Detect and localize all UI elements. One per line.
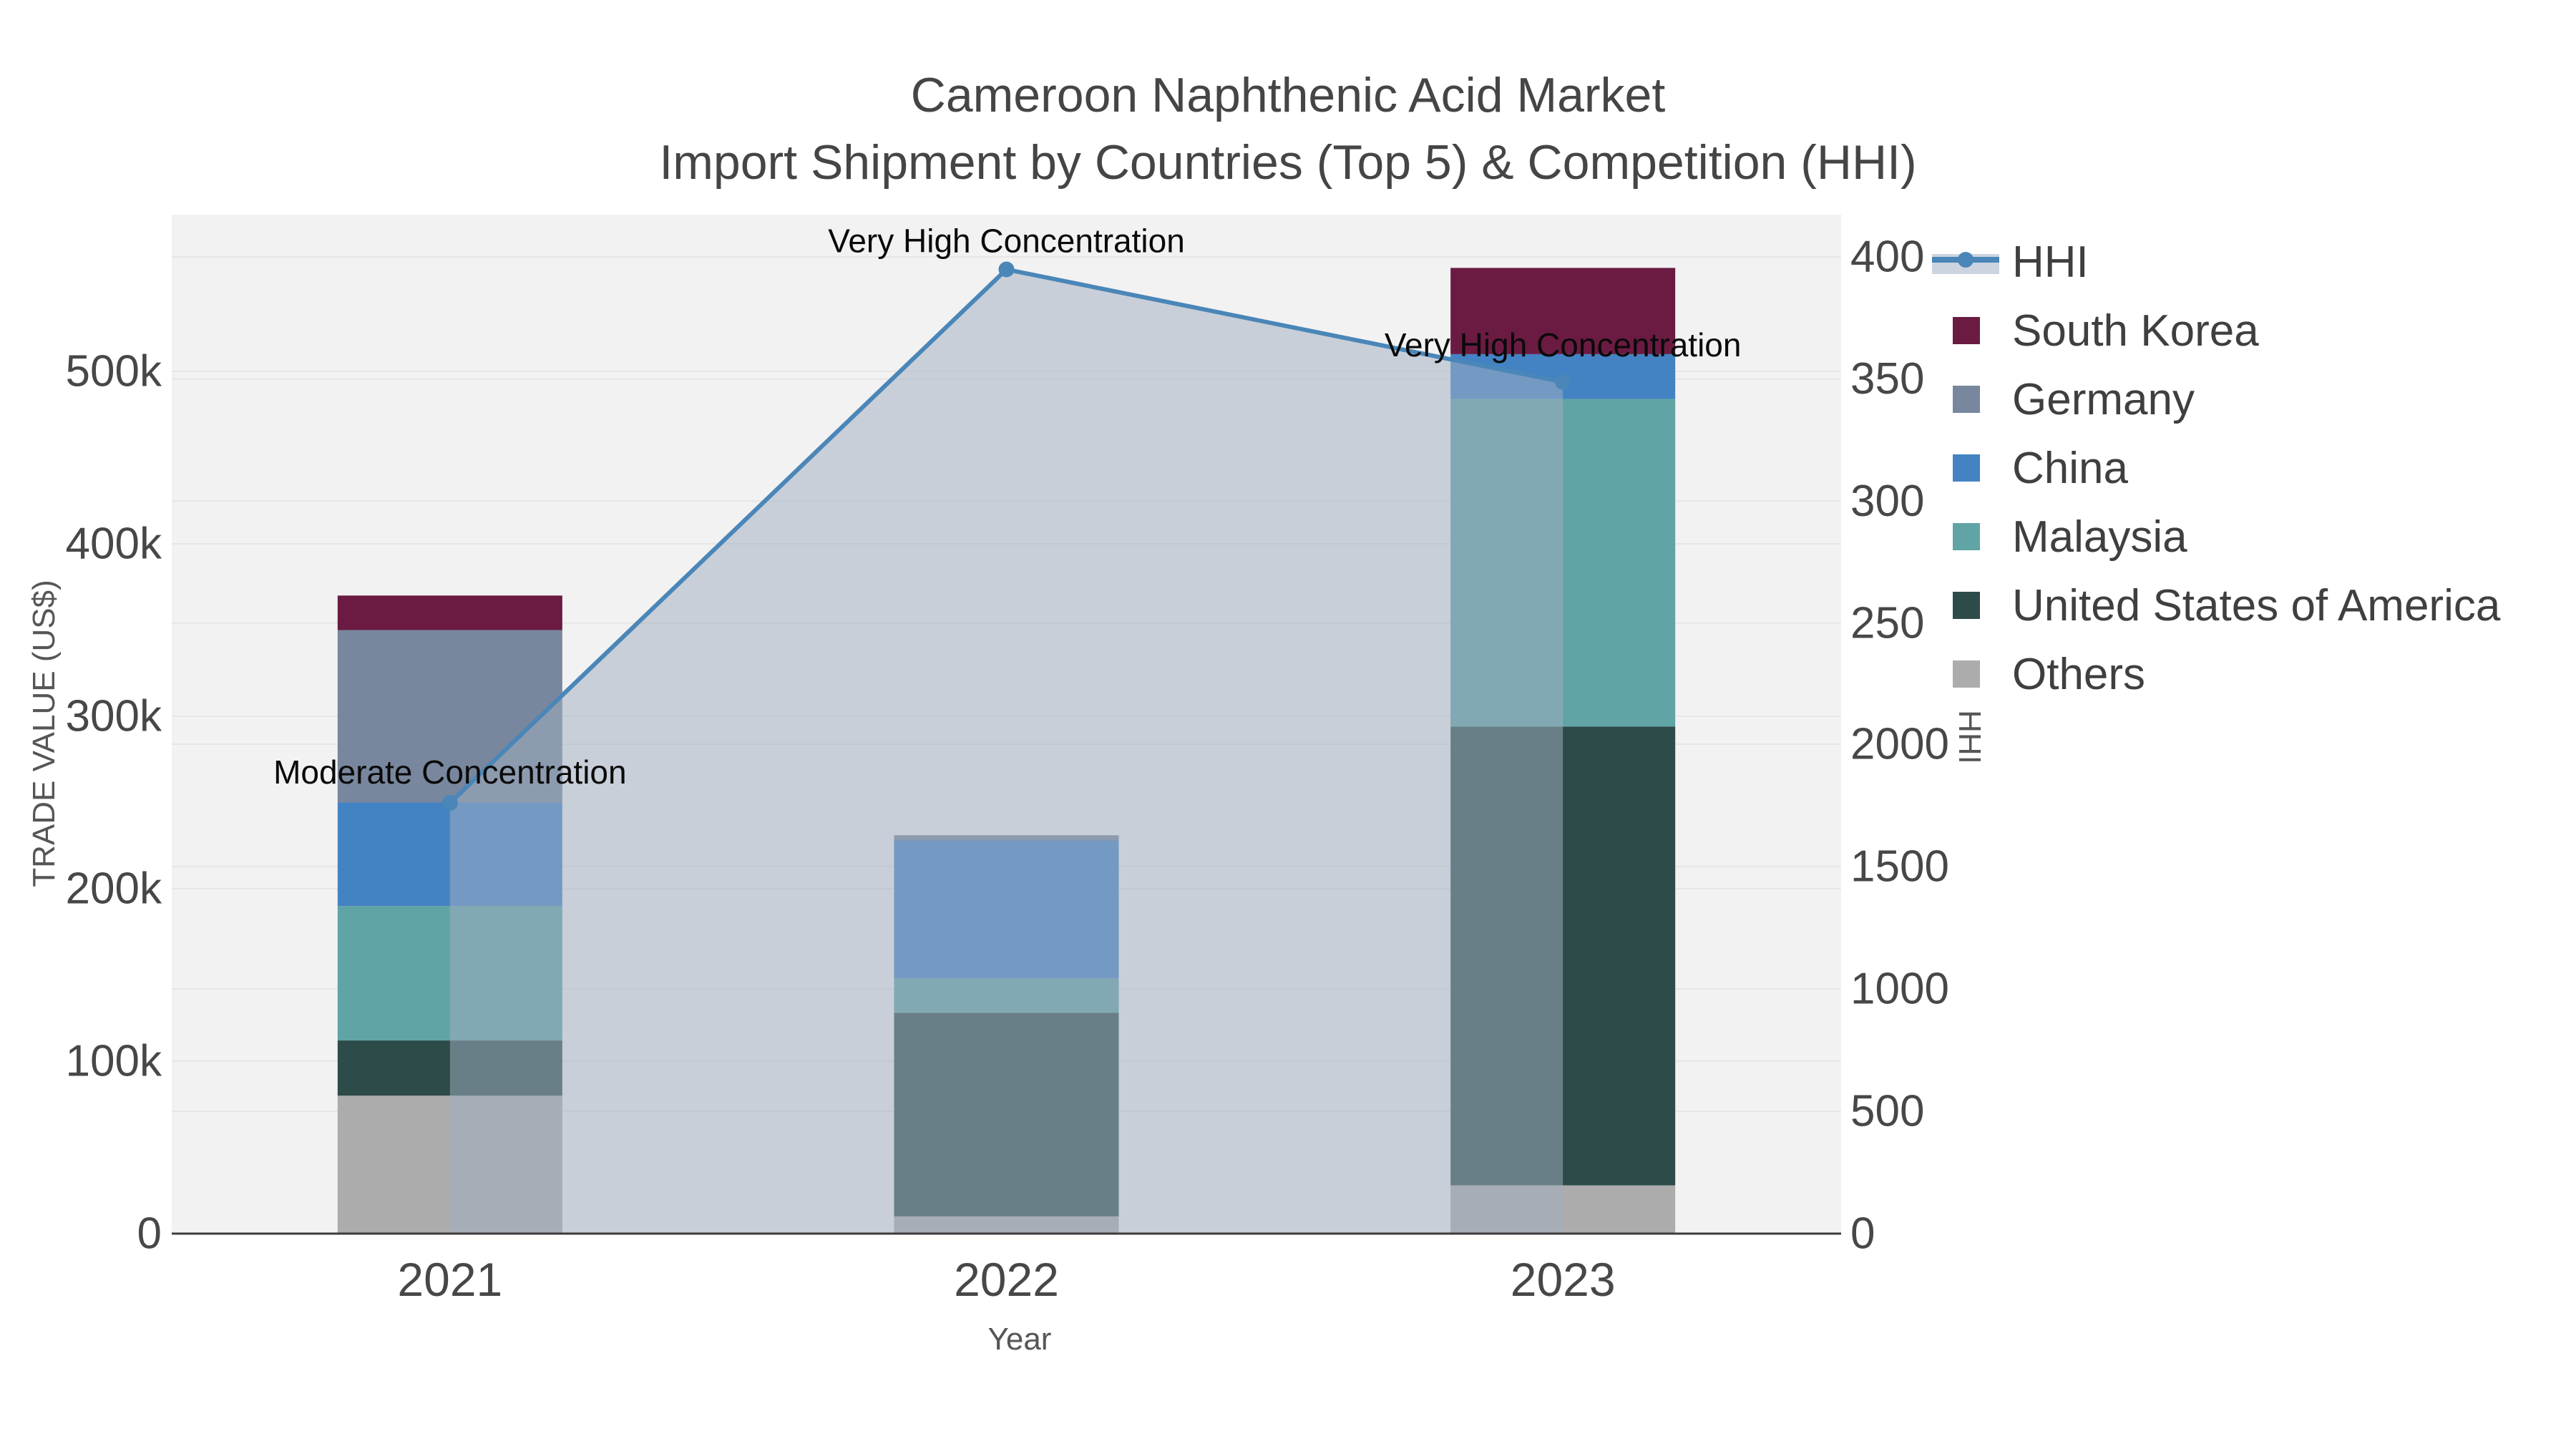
x-tick-2022: 2022 [954, 1253, 1059, 1306]
y-right-hhi-tick-1500: 1500 [1850, 842, 1949, 892]
legend-label: Germany [2012, 374, 2195, 424]
legend-item-south-korea[interactable]: South Korea [1931, 296, 2560, 365]
legend-swatch-icon [1953, 660, 1980, 688]
hhi-marker-2023[interactable] [1555, 374, 1571, 390]
legend-swatch-icon [1953, 592, 1980, 619]
y-left-tick-0: 0 [137, 1209, 162, 1259]
legend-label: United States of America [2012, 580, 2501, 630]
y-right-secondary-tick-250: 250 [1850, 598, 1924, 648]
y-right-secondary-tick-400: 400 [1850, 233, 1924, 282]
legend-swatch-icon [1953, 454, 1980, 482]
legend-swatch-icon [1953, 523, 1980, 550]
legend-label: Others [2012, 649, 2146, 699]
annotation-2023: Very High Concentration [1385, 326, 1742, 364]
legend-item-malaysia[interactable]: Malaysia [1931, 502, 2560, 571]
y-left-axis-title: TRADE VALUE (US$) [26, 580, 62, 887]
legend-label: South Korea [2012, 306, 2259, 356]
hhi-marker-2021[interactable] [441, 795, 458, 811]
y-right-hhi-tick-1000: 1000 [1850, 965, 1949, 1014]
x-axis-title: Year [987, 1322, 1052, 1357]
chart-title-line2: Import Shipment by Countries (Top 5) & C… [659, 135, 1917, 190]
y-right-secondary-tick-350: 350 [1850, 354, 1924, 404]
legend-label: HHI [2012, 237, 2089, 287]
annotation-2021: Moderate Concentration [273, 753, 627, 791]
legend-item-hhi[interactable]: HHI [1931, 228, 2560, 296]
legend-item-germany[interactable]: Germany [1931, 365, 2560, 434]
y-right-hhi-tick-500: 500 [1850, 1087, 1924, 1136]
bar-segment-south-korea-2021[interactable] [337, 595, 562, 630]
legend-swatch-icon [1953, 386, 1980, 413]
y-right-secondary-tick-300: 300 [1850, 477, 1924, 526]
legend-item-china[interactable]: China [1931, 434, 2560, 502]
legend-label: China [2012, 443, 2128, 493]
chart-title-line1: Cameroon Naphthenic Acid Market [910, 68, 1666, 122]
legend-item-others[interactable]: Others [1931, 640, 2560, 708]
annotation-2022: Very High Concentration [828, 223, 1185, 260]
y-right-hhi-tick-0: 0 [1850, 1209, 1875, 1259]
bar-segment-south-korea-2023[interactable] [1450, 268, 1676, 354]
hhi-marker-2022[interactable] [998, 261, 1015, 278]
legend-item-united-states-of-america[interactable]: United States of America [1931, 571, 2560, 640]
hhi-area-fill [449, 269, 1563, 1234]
legend: HHI South Korea Germany China Malaysia United… [1931, 228, 2560, 708]
y-right-hhi-tick-2000: 2000 [1850, 720, 1949, 769]
chart-title: Cameroon Naphthenic Acid Market Import S… [0, 62, 2576, 196]
x-tick-2021: 2021 [397, 1253, 502, 1306]
y-left-tick-100k: 100k [66, 1037, 162, 1086]
y-right-axis-title: HHI [1952, 710, 1987, 764]
x-tick-2023: 2023 [1511, 1253, 1616, 1306]
y-left-tick-300k: 300k [66, 692, 162, 741]
hhi-line-swatch-icon [1932, 250, 1999, 274]
y-left-tick-500k: 500k [66, 347, 162, 396]
legend-label: Malaysia [2012, 512, 2187, 562]
y-left-tick-200k: 200k [66, 864, 162, 914]
y-left-tick-400k: 400k [66, 519, 162, 569]
legend-swatch-icon [1953, 317, 1980, 344]
